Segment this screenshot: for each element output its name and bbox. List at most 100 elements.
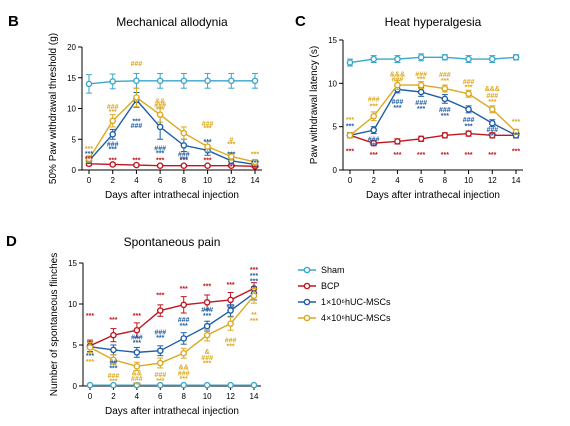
data-point <box>204 143 211 150</box>
chart-title: Spontaneous pain <box>124 235 221 249</box>
significance-label: *** <box>417 77 425 84</box>
series-sham <box>86 381 258 389</box>
x-axis-label: Days after intrathecal injection <box>105 190 239 201</box>
significance-label: *** <box>156 335 164 342</box>
significance-label: ### <box>131 123 143 130</box>
series-high <box>85 87 259 166</box>
significance-label: *** <box>226 282 234 289</box>
data-point <box>370 139 378 147</box>
significance-label: *** <box>133 340 141 347</box>
series-line <box>349 84 517 136</box>
significance-label: *** <box>203 139 211 146</box>
x-tick-label: 10 <box>203 392 212 401</box>
data-point <box>110 346 117 354</box>
data-point <box>251 77 259 85</box>
data-point <box>203 381 211 389</box>
data-point <box>156 359 164 367</box>
significance-label: *** <box>488 99 496 106</box>
series-line <box>349 132 516 144</box>
data-point <box>346 132 354 139</box>
data-point <box>109 78 117 85</box>
significance-label: *** <box>156 150 164 157</box>
data-point <box>156 77 164 85</box>
significance-label: ### <box>415 71 427 78</box>
significance-label: *** <box>250 318 258 325</box>
data-point <box>180 335 188 342</box>
data-point <box>156 347 164 355</box>
data-point <box>394 55 401 63</box>
significance-label: *** <box>109 365 117 372</box>
y-tick-label: 0 <box>72 166 77 175</box>
data-point <box>85 80 93 88</box>
significance-label: ### <box>392 99 404 106</box>
data-point <box>512 128 520 136</box>
y-axis-label: Paw withdrawal latency (s) <box>309 46 320 164</box>
series-line <box>88 80 255 85</box>
significance-label: *** <box>203 361 211 368</box>
y-axis-label: 50% Paw withdrawal threshold (g) <box>48 33 59 184</box>
data-point <box>133 326 141 334</box>
significance-label: *** <box>180 286 188 293</box>
significance-label: *** <box>156 292 164 299</box>
significance-label: *** <box>203 126 211 133</box>
significance-label: *** <box>180 376 188 383</box>
data-point <box>250 292 258 300</box>
significance-label: *** <box>393 105 401 112</box>
significance-label: ### <box>131 376 143 383</box>
series-line <box>349 56 517 64</box>
data-point <box>180 142 188 149</box>
significance-label: *** <box>132 118 140 125</box>
significance-label: *** <box>109 317 117 324</box>
y-tick-label: 10 <box>328 79 337 88</box>
data-point <box>109 131 117 138</box>
significance-label: *** <box>346 148 354 155</box>
significance-label: ### <box>131 61 143 68</box>
data-point <box>250 381 258 389</box>
x-tick-label: 6 <box>158 392 163 401</box>
significance-label: *** <box>441 113 449 120</box>
series-sham <box>85 72 259 94</box>
data-point <box>488 119 496 127</box>
significance-label: && <box>179 365 189 372</box>
significance-label: ** <box>251 312 257 319</box>
significance-label: *** <box>251 165 259 172</box>
significance-label: *** <box>512 148 520 155</box>
x-tick-label: 12 <box>227 176 236 185</box>
x-tick-label: 6 <box>419 176 424 185</box>
significance-label: *** <box>464 152 472 159</box>
x-tick-label: 0 <box>88 392 93 401</box>
x-tick-label: 10 <box>203 176 212 185</box>
data-point <box>227 307 234 314</box>
significance-label: *** <box>393 152 401 159</box>
data-point <box>156 307 164 314</box>
legend: Sham BCP 1×10⁶hUC-MSCs 4×10⁶hUC-MSCs <box>298 265 391 323</box>
x-tick-label: 0 <box>348 176 353 185</box>
data-point <box>441 85 449 92</box>
data-point <box>180 381 188 389</box>
legend-label: BCP <box>321 281 340 291</box>
significance-label: ### <box>107 104 119 111</box>
series-line <box>88 96 256 163</box>
significance-label: &&& <box>390 71 405 78</box>
significance-label: *** <box>251 160 259 167</box>
x-axis-label: Days after intrathecal injection <box>105 406 239 417</box>
data-point <box>204 162 211 169</box>
legend-swatch-marker <box>303 298 311 306</box>
significance-label: *** <box>346 123 354 130</box>
significance-label: *** <box>86 359 94 366</box>
x-tick-label: 0 <box>87 176 92 185</box>
data-point <box>156 381 164 389</box>
x-tick-label: 2 <box>111 392 116 401</box>
significance-label: *** <box>250 279 258 286</box>
significance-label: *** <box>488 152 496 159</box>
significance-label: &&& <box>485 86 500 93</box>
x-axis-label: Days after intrathecal injection <box>366 190 500 201</box>
data-point <box>133 94 140 101</box>
x-tick-label: 14 <box>251 176 260 185</box>
panel-c: C Heat hyperalgesia 0 5 10 15 0 2 4 6 8 10 12 14 Days … <box>295 13 523 201</box>
series-line <box>88 98 256 166</box>
x-tick-label: 8 <box>443 176 448 185</box>
data-point <box>441 95 449 103</box>
data-point <box>109 117 117 125</box>
data-point <box>110 381 117 389</box>
